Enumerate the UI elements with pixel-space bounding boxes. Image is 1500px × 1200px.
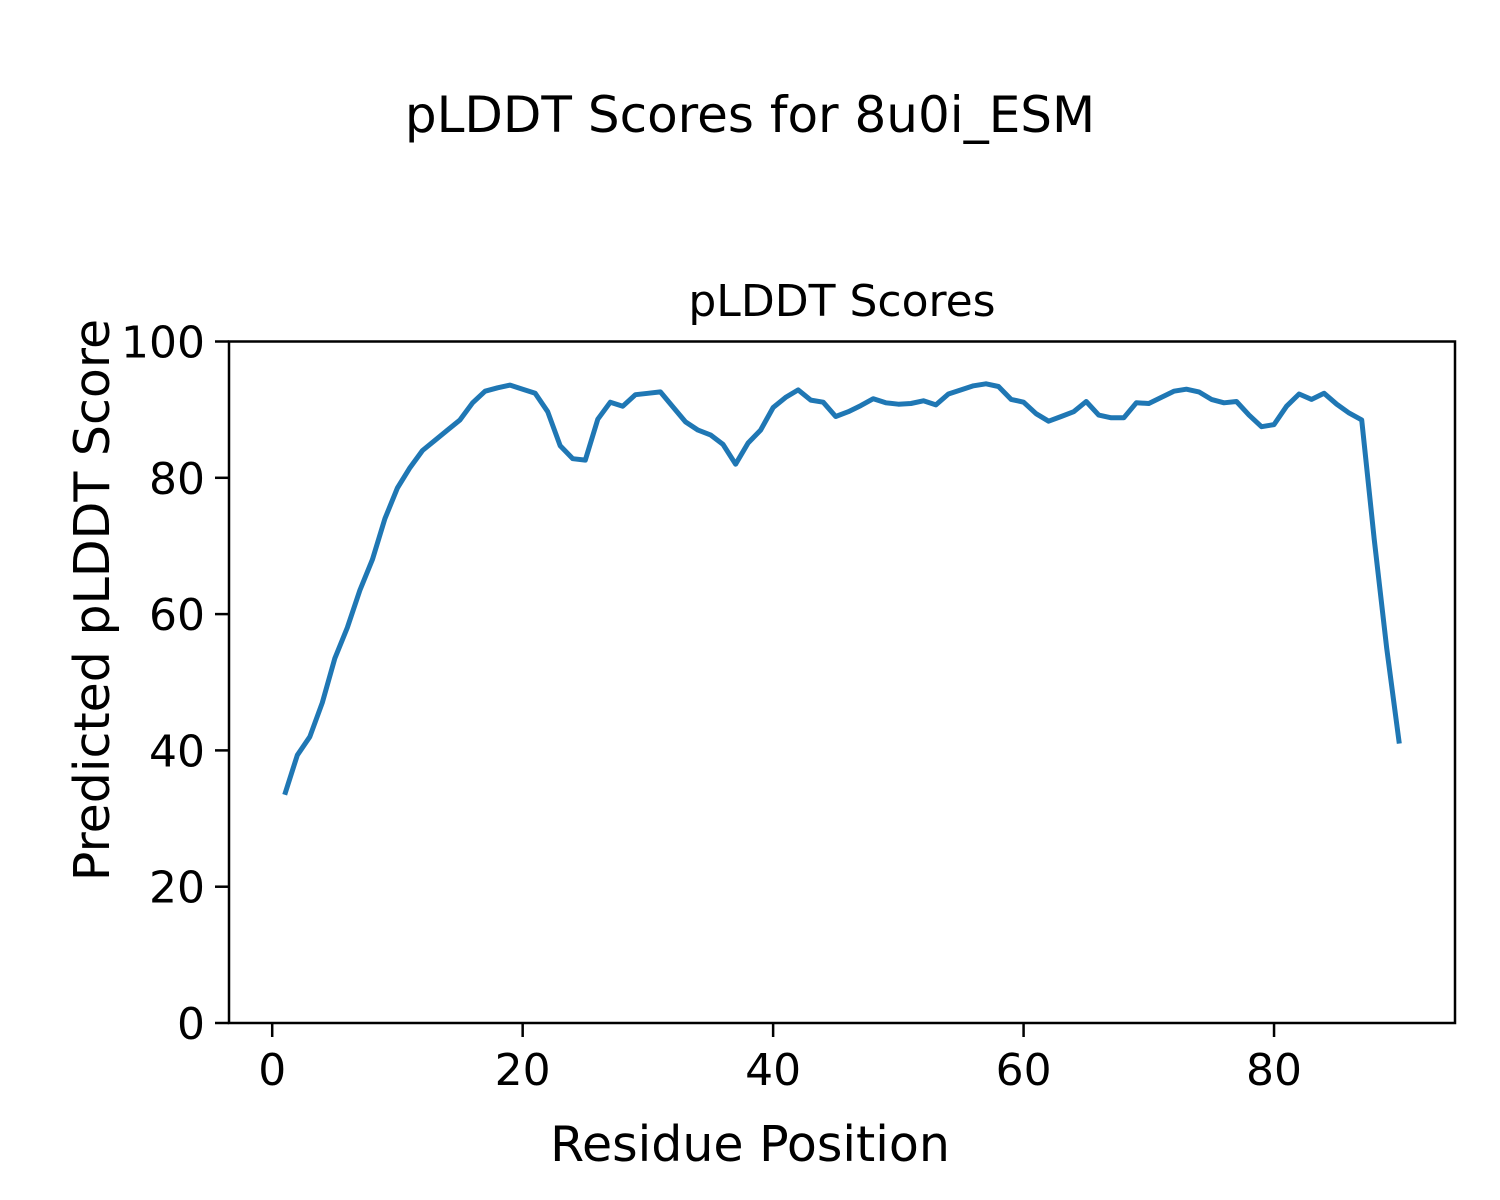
x-axis-label: Residue Position (550, 1116, 950, 1173)
axes-title: pLDDT Scores (688, 276, 996, 327)
y-tick-label: 0 (177, 999, 205, 1050)
x-tick-label: 0 (258, 1045, 286, 1096)
plddt-line (282, 381, 1402, 796)
x-tick-label: 40 (745, 1045, 801, 1096)
y-tick-label: 60 (149, 590, 205, 641)
x-tick-label: 60 (996, 1045, 1052, 1096)
figure-title: pLDDT Scores for 8u0i_ESM (404, 86, 1096, 144)
y-tick-label: 40 (149, 726, 205, 777)
y-tick-group: 0 20 40 60 80 100 (121, 318, 229, 1050)
axes-frame (227, 340, 1457, 1025)
x-tick-label: 20 (495, 1045, 551, 1096)
x-tick-label: 80 (1246, 1045, 1302, 1096)
y-tick-label: 20 (149, 863, 205, 914)
x-tick-group: 0 20 40 60 80 (258, 1023, 1302, 1096)
y-tick-label: 80 (149, 454, 205, 505)
y-tick-label: 100 (121, 318, 205, 369)
